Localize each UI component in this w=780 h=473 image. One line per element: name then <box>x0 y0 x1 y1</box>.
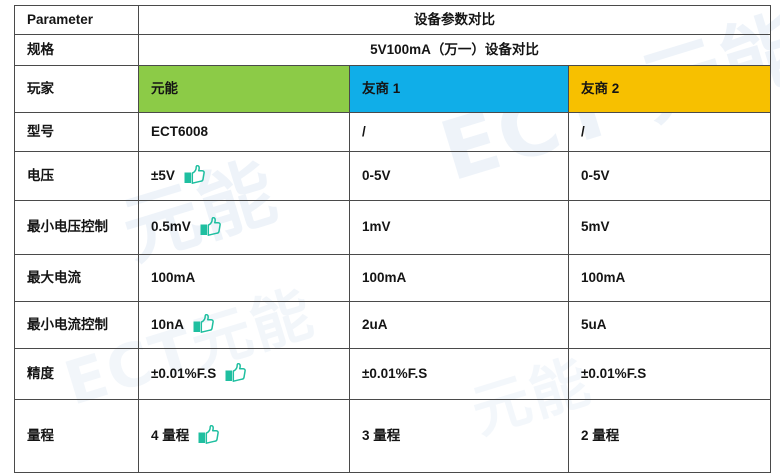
value-text: ±5V <box>151 167 175 183</box>
spec-value: 5V100mA（万一）设备对比 <box>137 34 772 66</box>
value-cell-content: 0-5V <box>581 167 758 185</box>
table-row: 最大电流 100mA 100mA 100mA <box>14 254 772 302</box>
parameter-header-label: Parameter <box>14 5 139 35</box>
value-cell: ±0.01%F.S <box>567 348 772 400</box>
param-label: 电压 <box>14 151 139 201</box>
table-row: Parameter 设备参数对比 <box>14 5 772 35</box>
value-cell-content: 0-5V <box>362 167 556 185</box>
comparison-table-container: Parameter 设备参数对比 规格 5V100mA（万一）设备对比 玩家 元能 友商 1… <box>14 5 772 473</box>
value-cell-content: 10nA <box>151 314 337 335</box>
param-label: 精度 <box>14 348 139 400</box>
value-text: / <box>581 123 585 139</box>
param-label: 量程 <box>14 399 139 473</box>
value-cell-content: 100mA <box>362 269 556 287</box>
param-label: 最大电流 <box>14 254 139 302</box>
thumbs-up-icon <box>193 314 214 334</box>
value-cell: 2uA <box>349 301 569 349</box>
value-cell: ±0.01%F.S <box>138 348 350 400</box>
value-text: ±0.01%F.S <box>362 365 428 381</box>
thumbs-up-icon <box>198 425 220 445</box>
value-text: 0.5mV <box>151 219 191 235</box>
value-cell: 10nA <box>138 301 350 349</box>
value-cell-content: 5mV <box>581 218 758 236</box>
value-cell-content: ±0.01%F.S <box>581 365 758 383</box>
value-cell: 0-5V <box>349 151 569 201</box>
value-cell-content: / <box>362 123 556 141</box>
table-row: 电压 ±5V 0-5V 0-5V <box>14 151 772 201</box>
value-text: 2uA <box>362 316 388 332</box>
value-cell: 5mV <box>567 200 772 255</box>
value-cell-content: ±0.01%F.S <box>362 365 556 383</box>
value-cell: / <box>349 112 569 152</box>
table-row: 规格 5V100mA（万一）设备对比 <box>14 34 772 66</box>
value-text: 5uA <box>581 316 607 332</box>
device-parameter-comparison-table: Parameter 设备参数对比 规格 5V100mA（万一）设备对比 玩家 元能 友商 1… <box>14 5 772 473</box>
value-cell: 4 量程 <box>138 399 350 473</box>
value-text: 100mA <box>151 269 196 285</box>
value-cell-content: 100mA <box>581 269 758 287</box>
param-label: 最小电流控制 <box>14 301 139 349</box>
value-cell: 0.5mV <box>138 200 350 255</box>
table-row: 量程 4 量程 3 量程 2 量程 <box>14 399 772 473</box>
value-cell: 1mV <box>349 200 569 255</box>
value-cell-content: ±0.01%F.S <box>151 363 337 384</box>
value-text: / <box>362 123 366 139</box>
param-label: 型号 <box>14 112 139 152</box>
value-text: ±0.01%F.S <box>581 365 647 381</box>
value-cell: ±0.01%F.S <box>349 348 569 400</box>
value-cell: 2 量程 <box>567 399 772 473</box>
value-cell-content: 3 量程 <box>362 427 556 445</box>
value-cell-content: 100mA <box>151 269 337 287</box>
value-cell-content: 2 量程 <box>581 427 758 445</box>
value-cell: ±5V <box>138 151 350 201</box>
value-cell: / <box>567 112 772 152</box>
thumbs-up-icon <box>225 363 247 383</box>
vendor-header-3: 友商 2 <box>567 65 772 113</box>
value-cell: 100mA <box>567 254 772 302</box>
table-row: 最小电流控制 10nA 2uA 5uA <box>14 301 772 349</box>
value-text: 0-5V <box>581 167 610 183</box>
value-cell: 0-5V <box>567 151 772 201</box>
param-label: 最小电压控制 <box>14 200 139 255</box>
value-text: ECT6008 <box>151 123 209 139</box>
value-text: 2 量程 <box>581 427 620 443</box>
table-row: 精度 ±0.01%F.S ±0.01%F.S ±0.01%F.S <box>14 348 772 400</box>
value-cell-content: 4 量程 <box>151 425 337 446</box>
value-cell-content: 5uA <box>581 316 758 334</box>
value-cell: 5uA <box>567 301 772 349</box>
value-text: 10nA <box>151 316 185 332</box>
value-text: ±0.01%F.S <box>151 365 217 381</box>
table-title: 设备参数对比 <box>137 5 772 35</box>
value-text: 4 量程 <box>151 427 190 443</box>
value-text: 0-5V <box>362 167 391 183</box>
value-cell-content: 1mV <box>362 218 556 236</box>
spec-label: 规格 <box>14 34 139 66</box>
vendor-header-1: 元能 <box>138 65 350 113</box>
thumbs-up-icon <box>200 216 221 237</box>
value-text: 5mV <box>581 219 610 235</box>
value-cell: 100mA <box>349 254 569 302</box>
value-cell-content: ±5V <box>151 165 337 186</box>
table-row: 玩家 元能 友商 1 友商 2 <box>14 65 772 113</box>
value-cell-content: 0.5mV <box>151 216 337 238</box>
value-text: 1mV <box>362 219 391 235</box>
vendor-header-2: 友商 1 <box>349 65 569 113</box>
value-text: 3 量程 <box>362 427 401 443</box>
thumbs-up-icon <box>184 165 205 185</box>
value-text: 100mA <box>362 269 407 285</box>
value-cell: ECT6008 <box>138 112 350 152</box>
table-row: 型号 ECT6008 / / <box>14 112 772 152</box>
value-cell-content: 2uA <box>362 316 556 334</box>
player-label: 玩家 <box>14 65 139 113</box>
value-text: 100mA <box>581 269 626 285</box>
value-cell-content: ECT6008 <box>151 123 337 141</box>
table-row: 最小电压控制 0.5mV 1mV 5mV <box>14 200 772 255</box>
value-cell-content: / <box>581 123 758 141</box>
value-cell: 100mA <box>138 254 350 302</box>
value-cell: 3 量程 <box>349 399 569 473</box>
